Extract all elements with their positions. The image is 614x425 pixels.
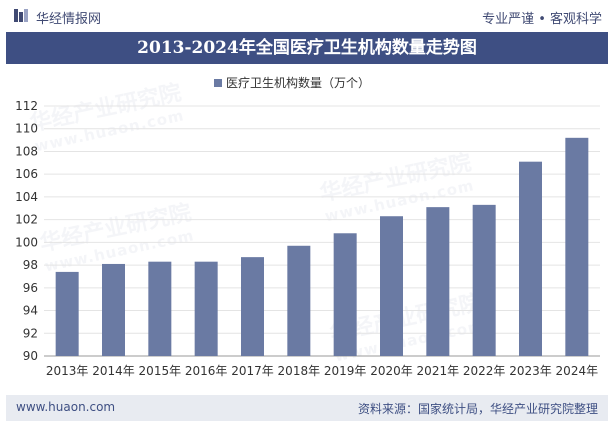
y-tick-label: 98: [23, 258, 38, 272]
x-tick-label: 2020年: [370, 364, 413, 378]
bar: [426, 207, 450, 356]
legend-swatch: [214, 79, 222, 87]
x-tick-label: 2016年: [185, 364, 228, 378]
bar: [194, 261, 218, 356]
y-tick-label: 102: [15, 213, 38, 227]
y-tick-label: 90: [23, 349, 38, 363]
y-tick-label: 110: [15, 122, 38, 136]
x-tick-label: 2017年: [231, 364, 274, 378]
x-tick-label: 2013年: [46, 364, 89, 378]
bar: [55, 271, 79, 356]
site-url: www.huaon.com: [16, 400, 116, 414]
y-tick-label: 94: [23, 304, 38, 318]
logo-text: 华经情报网: [36, 12, 102, 27]
chart-title: 2013-2024年全国医疗卫生机构数量走势图: [6, 32, 608, 64]
bar: [519, 161, 542, 356]
footer: www.huaon.com 资料来源：国家统计局，华经产业研究院整理: [6, 395, 608, 421]
bar: [472, 204, 496, 356]
y-tick-label: 104: [15, 190, 38, 204]
y-tick-label: 96: [23, 281, 38, 295]
legend: 医疗卫生机构数量（万个）: [214, 75, 370, 90]
bar: [333, 233, 357, 356]
bar: [380, 216, 403, 356]
bar: [148, 261, 172, 356]
y-tick-label: 100: [15, 235, 38, 249]
slogan: 专业严谨 • 客观科学: [482, 12, 602, 27]
x-tick-label: 2021年: [417, 364, 460, 378]
x-tick-label: 2019年: [324, 364, 367, 378]
x-tick-label: 2018年: [278, 364, 321, 378]
x-tick-label: 2022年: [463, 364, 506, 378]
x-tick-label: 2014年: [92, 364, 135, 378]
bar: [287, 245, 311, 356]
x-tick-label: 2015年: [139, 364, 182, 378]
y-tick-label: 112: [15, 99, 38, 113]
y-tick-label: 108: [15, 144, 38, 158]
legend-label: 医疗卫生机构数量（万个）: [226, 75, 370, 90]
x-tick-label: 2023年: [509, 364, 552, 378]
top-bar: 华经情报网 专业严谨 • 客观科学: [0, 0, 614, 32]
logo-icon: [14, 9, 28, 22]
data-source: 资料来源：国家统计局，华经产业研究院整理: [357, 402, 598, 416]
bar: [241, 257, 264, 356]
y-tick-label: 92: [23, 326, 38, 340]
bar: [102, 263, 125, 356]
bar: [565, 137, 589, 356]
x-tick-label: 2024年: [556, 364, 599, 378]
y-tick-label: 106: [15, 167, 38, 181]
